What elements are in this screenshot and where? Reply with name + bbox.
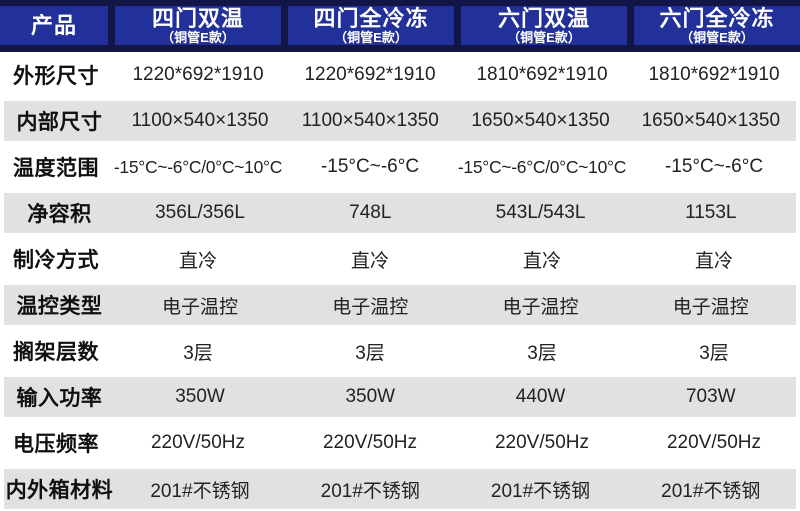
- row-value: 电子温控: [332, 296, 409, 318]
- row-label: 内外箱材料: [5, 479, 114, 502]
- row-value: 1650×540×1350: [471, 110, 610, 131]
- model-title: 六门全冷冻: [659, 6, 775, 31]
- model-subtitle: （铜管E款）: [161, 29, 235, 45]
- row-value: 350W: [175, 386, 225, 407]
- table-header-row: 产品 四门双温 （铜管E款） 四门全冷冻 （铜管E款） 六门双温 （铜管E款） …: [0, 0, 800, 52]
- row-label: 净容积: [27, 203, 92, 226]
- table-row-外形尺寸: 外形尺寸 1220*692*1910 1220*692*1910 1810*692*…: [0, 52, 800, 98]
- row-label: 电压频率: [13, 433, 99, 456]
- table-body: 外形尺寸 1220*692*1910 1220*692*1910 1810*692*…: [0, 52, 800, 511]
- row-label: 温度范围: [13, 157, 99, 180]
- row-label: 外形尺寸: [13, 65, 99, 88]
- row-value: 543L/543L: [495, 202, 586, 223]
- row-value: 440W: [515, 386, 566, 407]
- row-value: 703W: [685, 386, 736, 407]
- row-value: 电子温控: [162, 296, 239, 318]
- row-value: -15°C~-6°C/0°C~10°C: [457, 156, 627, 177]
- row-value: 3层: [527, 342, 557, 364]
- model-title: 四门全冷冻: [313, 6, 429, 31]
- model-subtitle: （铜管E款）: [334, 29, 408, 45]
- row-value: 1100×540×1350: [131, 110, 269, 131]
- row-value: -15°C~-6°C: [664, 156, 764, 177]
- row-value: 3层: [699, 342, 729, 364]
- row-value: 356L/356L: [155, 202, 245, 223]
- row-value: 1810*692*1910: [476, 64, 608, 85]
- row-value: 1220*692*1910: [304, 64, 436, 85]
- row-value: -15°C~-6°C: [320, 156, 420, 177]
- table-row-净容积: 净容积 356L/356L 748L 543L/543L 1153L: [0, 190, 800, 236]
- header-cell-product: 产品: [0, 6, 108, 45]
- row-value: -15°C~-6°C/0°C~10°C: [113, 156, 283, 177]
- table-row-温控类型: 温控类型 电子温控 电子温控 电子温控 电子温控: [0, 282, 800, 328]
- row-value: 220V/50Hz: [494, 432, 589, 453]
- row-value: 3层: [183, 342, 213, 364]
- product-header-label: 产品: [30, 12, 77, 38]
- row-value: 748L: [349, 202, 392, 223]
- table-row-电压频率: 电压频率 220V/50Hz 220V/50Hz 220V/50Hz 220V/50H…: [0, 420, 800, 466]
- row-label: 搁架层数: [13, 341, 99, 364]
- row-value: 1220*692*1910: [132, 64, 264, 85]
- row-label: 内部尺寸: [16, 111, 103, 134]
- row-value: 1810*692*1910: [648, 64, 780, 85]
- row-label: 输入功率: [16, 387, 103, 410]
- row-value: 201#不锈钢: [150, 480, 250, 502]
- row-value: 电子温控: [672, 296, 749, 318]
- row-value: 3层: [355, 342, 385, 364]
- table-row-输入功率: 输入功率 350W 350W 440W 703W: [0, 374, 800, 420]
- row-value: 201#不锈钢: [320, 480, 420, 502]
- header-cell-model-3: 六门双温 （铜管E款）: [461, 6, 627, 45]
- row-value: 电子温控: [502, 296, 579, 318]
- model-subtitle: （铜管E款）: [680, 29, 754, 45]
- row-value: 直冷: [178, 250, 217, 272]
- row-value: 350W: [345, 386, 396, 407]
- row-value: 220V/50Hz: [666, 432, 761, 453]
- header-cell-model-4: 六门全冷冻 （铜管E款）: [634, 6, 800, 45]
- row-value: 1153L: [685, 202, 737, 223]
- row-value: 直冷: [694, 250, 733, 272]
- table-row-内外箱材料: 内外箱材料 201#不锈钢 201#不锈钢 201#不锈钢 201#不锈钢: [0, 466, 800, 511]
- row-label: 温控类型: [16, 295, 103, 318]
- row-value: 1100×540×1350: [301, 110, 439, 131]
- table-row-内部尺寸: 内部尺寸 1100×540×1350 1100×540×1350 1650×540×…: [0, 98, 800, 144]
- header-cell-model-1: 四门双温 （铜管E款）: [115, 6, 281, 45]
- table-row-搁架层数: 搁架层数 3层 3层 3层 3层: [0, 328, 800, 374]
- row-value: 220V/50Hz: [322, 432, 417, 453]
- table-row-制冷方式: 制冷方式 直冷 直冷 直冷 直冷: [0, 236, 800, 282]
- model-subtitle: （铜管E款）: [507, 29, 581, 45]
- header-cell-model-2: 四门全冷冻 （铜管E款）: [288, 6, 454, 45]
- table-row-温度范围: 温度范围 -15°C~-6°C/0°C~10°C -15°C~-6°C -15°C~…: [0, 144, 800, 190]
- row-value: 直冷: [522, 250, 561, 272]
- row-label: 制冷方式: [13, 249, 99, 272]
- model-title: 六门双温: [497, 6, 590, 31]
- row-value: 直冷: [350, 250, 389, 272]
- model-title: 四门双温: [151, 6, 244, 31]
- row-value: 201#不锈钢: [661, 480, 761, 502]
- row-value: 220V/50Hz: [150, 432, 245, 453]
- row-value: 1650×540×1350: [641, 110, 781, 131]
- row-value: 201#不锈钢: [490, 480, 591, 502]
